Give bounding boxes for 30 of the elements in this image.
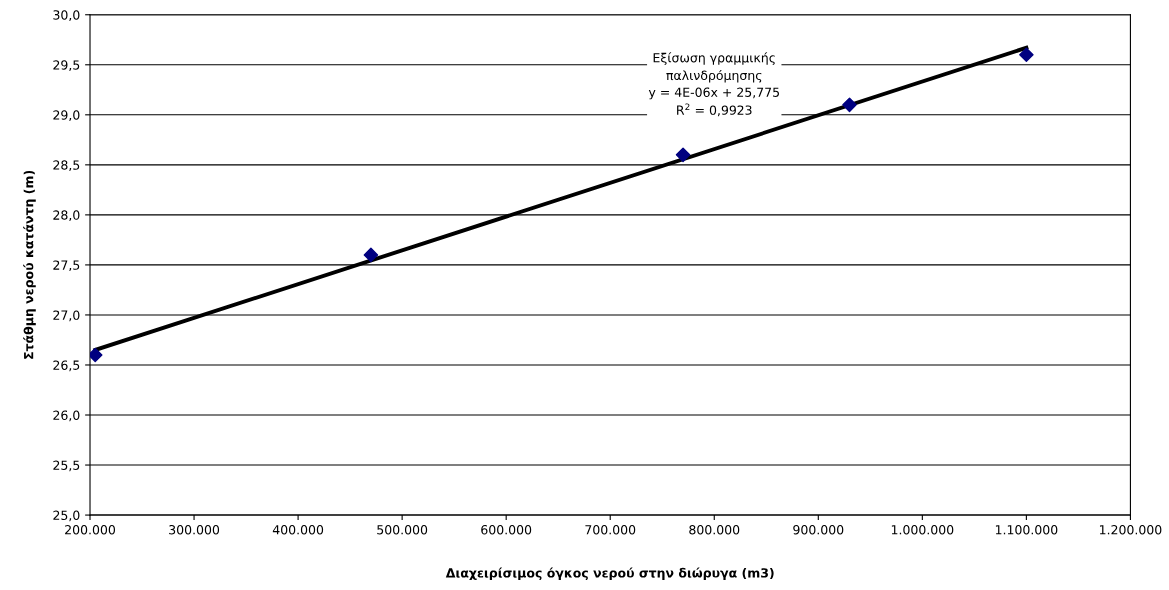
annotation: Εξίσωση γραμμικής παλινδρόμησης y = 4E-06x + 25,775 R$^{2}$ = 0,9923 (648, 52, 779, 117)
y-tick-label: 27,0 (53, 310, 80, 322)
x-tick-label: 1.100.000 (995, 525, 1058, 535)
point (842, 97, 857, 113)
y-tick-label: 26,0 (53, 410, 80, 422)
y-tick-label: 26,5 (53, 360, 80, 372)
y-tick-label: 27,5 (53, 260, 80, 272)
y-tick-label: 29,5 (53, 60, 80, 71)
x-tick-label: 600.000 (481, 525, 532, 535)
point (363, 247, 379, 263)
y-tick-label: 28,0 (53, 210, 80, 222)
x-tick-label: 200.000 (65, 525, 116, 535)
point (675, 147, 691, 163)
x-axis-title: Διαχειρίσιμος όγκος νερού στην διώρυγα (m3) (445, 567, 774, 581)
x-tick-label: 1.000.000 (891, 525, 954, 535)
y-tick-label: 28,5 (53, 160, 80, 172)
y-tick-label: 25,0 (53, 510, 80, 522)
x-tick-label: 1.200.000 (1099, 525, 1162, 535)
y-tick-label: 29,0 (53, 110, 80, 122)
x-tick-label: 500.000 (377, 525, 428, 535)
point (1019, 47, 1034, 63)
x-tick-label: 400.000 (272, 525, 324, 535)
y-axis-title: Στάθμη νερού κατάντη (m) (23, 170, 36, 359)
y-tick-label: 25,5 (53, 460, 80, 472)
point (90, 347, 103, 363)
x-tick-label: 300.000 (169, 525, 220, 535)
y-tick-label: 30,0 (53, 10, 80, 21)
x-tick-label: 800.000 (689, 525, 740, 535)
x-tick-label: 900.000 (793, 525, 844, 535)
x-tick-label: 700.000 (585, 525, 636, 535)
